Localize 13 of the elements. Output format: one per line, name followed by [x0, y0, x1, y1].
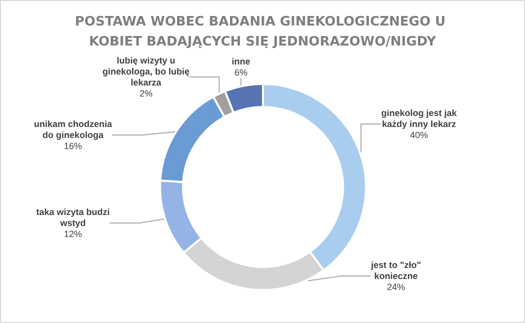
slice-label: jest to "zło" konieczne: [370, 260, 422, 281]
slice-label: unikam chodzenia do ginekologa: [34, 119, 113, 140]
data-label: 6%: [234, 68, 248, 78]
slice-label: lubię wizyty u ginekologa, bo lubię lekarza: [102, 56, 190, 88]
data-label: 16%: [64, 141, 82, 151]
data-label: 40%: [410, 130, 428, 140]
slice-label: taka wizyta budzi wstyd: [36, 207, 110, 228]
slice-label: ginekolog jest jak każdy inny lekarz: [381, 108, 458, 129]
slice-label: inne: [232, 56, 250, 66]
data-label: 2%: [139, 88, 153, 98]
chart-title: POSTAWA WOBEC BADANIA GINEKOLOGICZNEGO U KOBIET BADAJĄCYCH SIĘ JEDNORAZOWO/NIGDY: [74, 14, 450, 50]
data-label: 24%: [386, 282, 406, 292]
data-label: 12%: [64, 229, 82, 239]
